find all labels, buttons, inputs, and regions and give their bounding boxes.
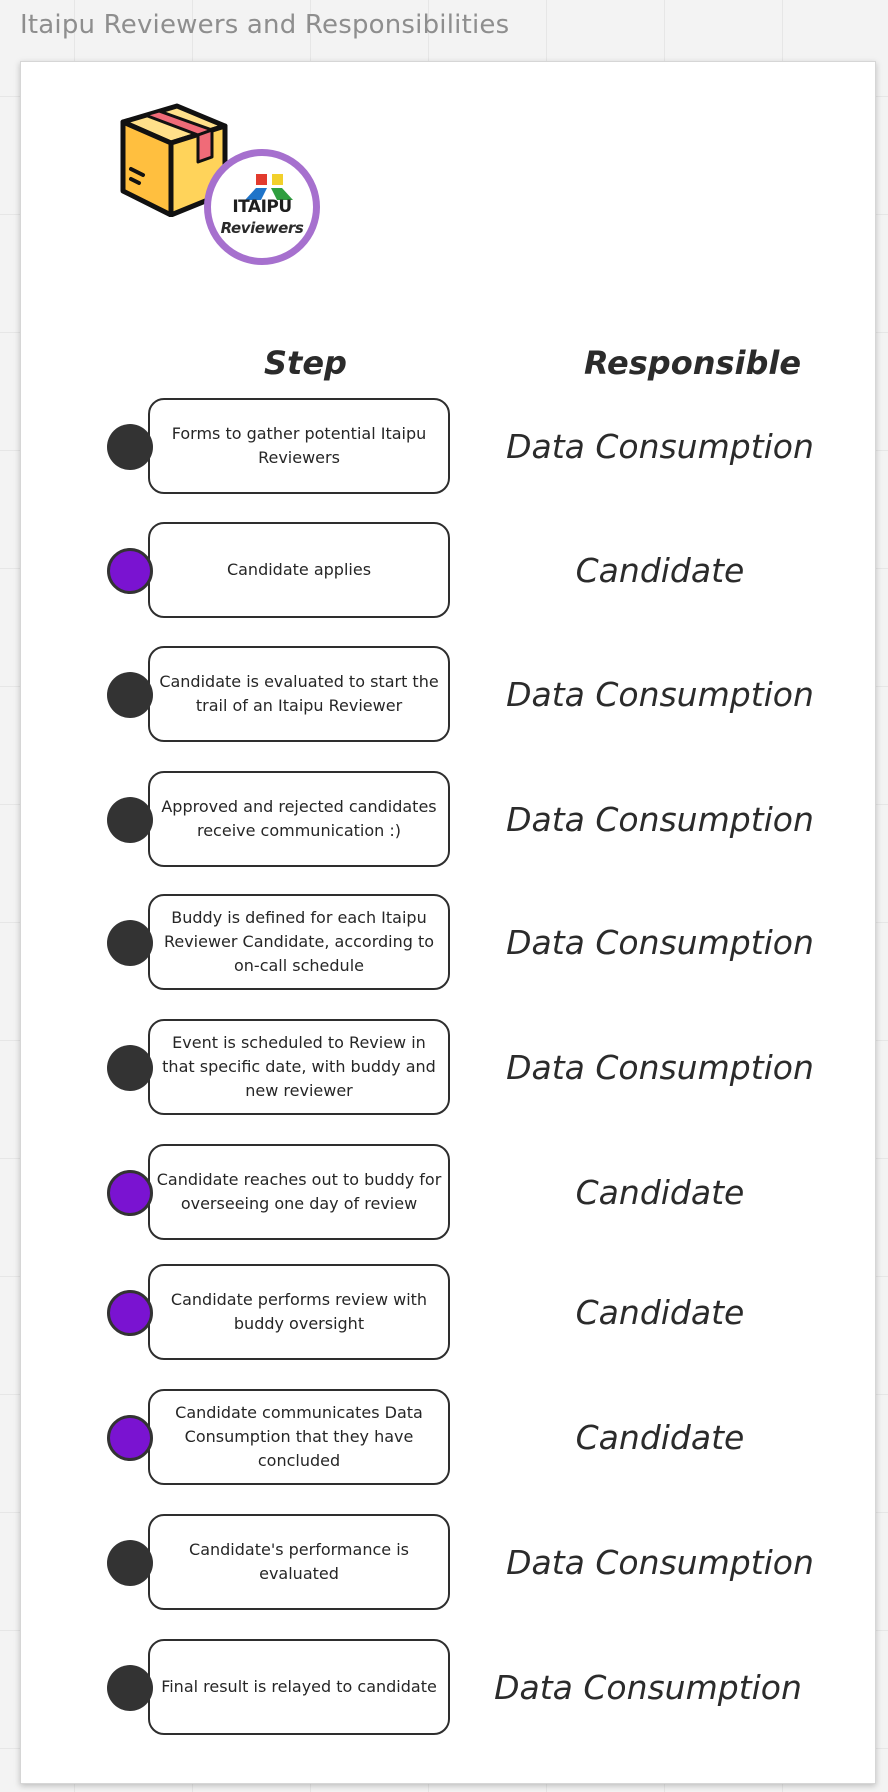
- responsible-label: Data Consumption: [506, 799, 814, 839]
- badge-word: ITAIPU: [232, 197, 292, 217]
- step-box[interactable]: Approved and rejected candidates receive…: [148, 771, 450, 867]
- diagram-frame[interactable]: ITAIPU Reviewers Step Responsible Forms …: [20, 61, 876, 1784]
- step-column-header: Step: [264, 344, 347, 382]
- responsible-marker-dot: [107, 548, 153, 594]
- responsible-marker-dot: [107, 797, 153, 843]
- responsible-marker-dot: [107, 1415, 153, 1461]
- responsible-marker-dot: [107, 1170, 153, 1216]
- responsible-label: Candidate: [575, 1172, 745, 1212]
- responsible-marker-dot: [107, 1045, 153, 1091]
- responsible-marker-dot: [107, 424, 153, 470]
- responsible-label: Data Consumption: [506, 922, 814, 962]
- step-row: Candidate applies Candidate: [21, 522, 873, 618]
- badge-subtitle: Reviewers: [220, 219, 304, 237]
- step-row: Candidate is evaluated to start the trai…: [21, 646, 873, 742]
- responsible-marker-dot: [107, 1290, 153, 1336]
- step-row: Event is scheduled to Review in that spe…: [21, 1019, 873, 1115]
- step-box[interactable]: Candidate is evaluated to start the trai…: [148, 646, 450, 742]
- responsible-label: Candidate: [575, 550, 745, 590]
- responsible-label: Data Consumption: [506, 426, 814, 466]
- responsible-marker-dot: [107, 1540, 153, 1586]
- step-box[interactable]: Candidate performs review with buddy ove…: [148, 1264, 450, 1360]
- step-box[interactable]: Candidate applies: [148, 522, 450, 618]
- responsible-label: Data Consumption: [506, 674, 814, 714]
- step-box[interactable]: Candidate communicates Data Consumption …: [148, 1389, 450, 1485]
- step-box[interactable]: Forms to gather potential Itaipu Reviewe…: [148, 398, 450, 494]
- responsible-label: Data Consumption: [494, 1667, 802, 1707]
- responsible-marker-dot: [107, 920, 153, 966]
- step-row: Candidate performs review with buddy ove…: [21, 1264, 873, 1360]
- step-row: Final result is relayed to candidate Dat…: [21, 1639, 873, 1735]
- step-row: Candidate's performance is evaluated Dat…: [21, 1514, 873, 1610]
- step-box[interactable]: Candidate reaches out to buddy for overs…: [148, 1144, 450, 1240]
- itaipu-logo-mark-icon: [245, 174, 293, 200]
- step-row: Candidate reaches out to buddy for overs…: [21, 1144, 873, 1240]
- itaipu-reviewers-badge: ITAIPU Reviewers: [204, 149, 320, 265]
- step-row: Buddy is defined for each Itaipu Reviewe…: [21, 894, 873, 990]
- responsible-label: Candidate: [575, 1292, 745, 1332]
- responsible-marker-dot: [107, 1665, 153, 1711]
- step-box[interactable]: Event is scheduled to Review in that spe…: [148, 1019, 450, 1115]
- step-box[interactable]: Final result is relayed to candidate: [148, 1639, 450, 1735]
- responsible-marker-dot: [107, 672, 153, 718]
- step-row: Approved and rejected candidates receive…: [21, 771, 873, 867]
- responsible-column-header: Responsible: [584, 344, 802, 382]
- responsible-label: Candidate: [575, 1417, 745, 1457]
- responsible-label: Data Consumption: [506, 1047, 814, 1087]
- board-title: Itaipu Reviewers and Responsibilities: [20, 10, 510, 40]
- step-row: Forms to gather potential Itaipu Reviewe…: [21, 398, 873, 494]
- responsible-label: Data Consumption: [506, 1542, 814, 1582]
- step-box[interactable]: Candidate's performance is evaluated: [148, 1514, 450, 1610]
- step-box[interactable]: Buddy is defined for each Itaipu Reviewe…: [148, 894, 450, 990]
- step-row: Candidate communicates Data Consumption …: [21, 1389, 873, 1485]
